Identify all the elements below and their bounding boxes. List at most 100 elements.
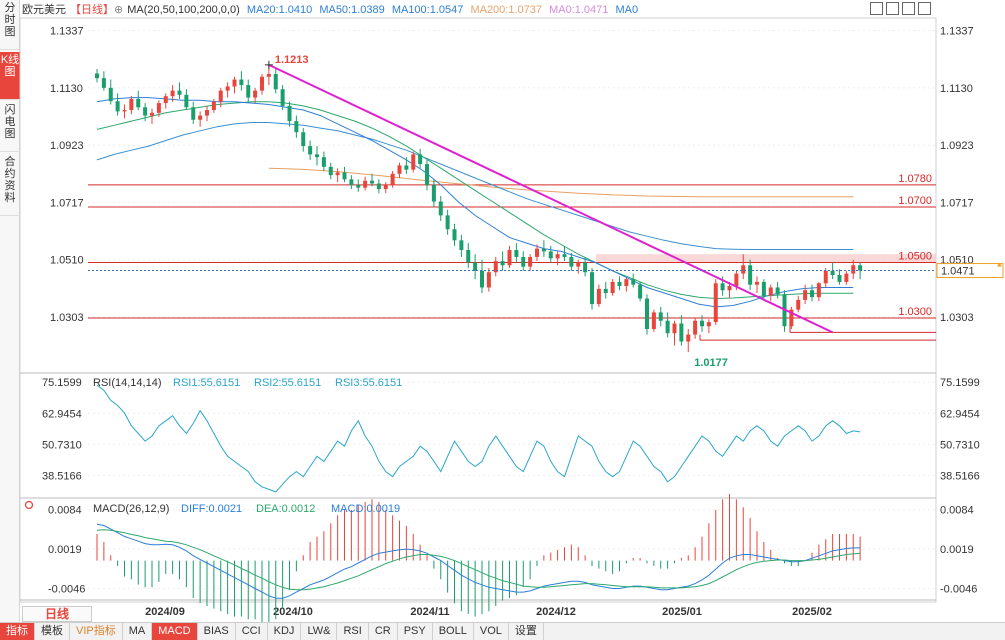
indicator-tab[interactable]: BIAS [198, 623, 236, 640]
trendline [268, 63, 834, 334]
candle-body [273, 73, 278, 90]
candle-body [555, 254, 560, 259]
candle-body [466, 250, 471, 263]
ma-params[interactable]: MA(20,50,100,200,0,0) [127, 4, 240, 16]
x-axis-label: 2024/11 [410, 606, 449, 618]
y-tick-label-right: 1.0923 [940, 140, 974, 152]
crosshair-icon[interactable] [870, 2, 883, 15]
current-price-arrow [997, 262, 1002, 267]
candle-body [260, 76, 264, 91]
candle-body [521, 256, 526, 267]
ma50-line [96, 101, 854, 300]
candle-body [713, 283, 718, 323]
tab-contract-info[interactable]: 合约资料 [0, 154, 20, 216]
fullscreen-icon[interactable] [918, 2, 931, 15]
candle-body [480, 270, 484, 288]
candle-body [170, 90, 175, 97]
symbol-name: 欧元美元 [22, 4, 66, 16]
macd-dea-line [96, 529, 861, 591]
candle-body [748, 265, 753, 285]
indicator-tab[interactable]: CR [369, 623, 398, 640]
y-tick-label-right: 1.0717 [940, 197, 974, 209]
indicator-tab[interactable]: 模板 [35, 623, 70, 640]
candle-body [768, 287, 773, 296]
chart-header: 欧元美元 【日线】⊕ MA(20,50,100,200,0,0) MA20:1.04… [22, 2, 782, 18]
indicator-tab[interactable]: RSI [337, 623, 369, 640]
y-tick-label-left: 1.0510 [50, 255, 84, 267]
macd-value: MACD:0.0019 [331, 503, 400, 515]
candle-body [617, 281, 622, 287]
candle-body [679, 323, 684, 342]
tab-time-share[interactable]: 分时图 [0, 0, 20, 50]
indicator-tab[interactable]: MACD [152, 623, 198, 640]
candle-body [500, 261, 505, 266]
candle-body [301, 132, 306, 147]
candle-body [315, 154, 319, 158]
candle-body [459, 240, 464, 251]
rsi-tick-left: 50.7310 [42, 439, 82, 451]
candle-body [143, 107, 148, 116]
chart-toolbar [870, 2, 940, 16]
candle-body [658, 312, 663, 321]
macd-tick-right: 0.0019 [940, 544, 974, 556]
candle-body [349, 179, 354, 185]
macd-tick-right: -0.0046 [940, 583, 977, 595]
period-selector[interactable]: 【日线】 [70, 4, 114, 16]
candle-body [266, 73, 271, 77]
current-price-tag [936, 263, 1004, 279]
candle-body [363, 180, 368, 188]
ma100-value: MA100:1.0547 [391, 4, 464, 16]
chart-area[interactable]: 1.1337 1.1337 1.1130 1.1130 1.0923 1.0923 1.07… [0, 0, 1005, 622]
x-axis-label: 2024/10 [273, 606, 313, 618]
rsi-value: RSI1:55.6151 [173, 377, 240, 389]
candle-body [308, 146, 313, 155]
rsi-tick-left: 62.9454 [42, 408, 82, 420]
candle-body [514, 250, 519, 257]
indicator-tab[interactable]: 设置 [509, 623, 544, 640]
period-label[interactable]: 日线 [22, 606, 92, 622]
candle-body [150, 112, 154, 116]
candle-body [830, 270, 835, 275]
candle-body [205, 110, 209, 116]
indicator-tab[interactable]: PSY [398, 623, 433, 640]
tab-flash-chart[interactable]: 闪电图 [0, 102, 20, 152]
indicator-tab[interactable]: VIP指标 [70, 623, 123, 640]
indicator-tab[interactable]: CCI [236, 623, 268, 640]
candle-body [672, 323, 677, 334]
candle-body [136, 98, 141, 108]
indicator-tab[interactable]: VOL [474, 623, 509, 640]
indicator-tab[interactable]: LW& [301, 623, 338, 640]
candle-body [796, 299, 801, 310]
indicator-tab[interactable]: 指标 [0, 623, 35, 640]
y-tick-label-left: 1.1337 [50, 25, 84, 37]
horizontal-level-label: 1.0780 [898, 173, 932, 185]
macd-tick-left: 0.0084 [48, 505, 82, 517]
candle-body [232, 79, 237, 87]
macd-diff-line [96, 523, 861, 599]
indicator-tab[interactable]: KDJ [268, 623, 302, 640]
candle-body [246, 85, 251, 98]
tab-kline[interactable]: K线图 [0, 52, 20, 100]
candle-body [837, 274, 842, 282]
candle-body [638, 284, 643, 299]
candle-body [376, 183, 381, 190]
candle-body [335, 172, 340, 176]
candle-body [445, 215, 450, 230]
indicator-tab[interactable]: BOLL [433, 623, 474, 640]
candle-body [390, 173, 395, 185]
ma200-value: MA200:1.0737 [470, 4, 542, 16]
zoom-out-icon[interactable] [902, 2, 915, 15]
candle-body [473, 262, 478, 271]
candle-body [452, 229, 457, 241]
indicator-tab[interactable]: MA [123, 623, 153, 640]
candle-body [370, 180, 374, 184]
candle-body [576, 262, 581, 267]
add-indicator-icon[interactable]: ⊕ [114, 4, 124, 16]
candle-body [603, 288, 608, 293]
zoom-in-icon[interactable] [886, 2, 899, 15]
candle-body [211, 101, 216, 111]
ma20-line [96, 97, 854, 308]
candle-body [411, 154, 416, 170]
macd-tick-left: 0.0019 [48, 544, 82, 556]
candle-body [665, 320, 670, 334]
